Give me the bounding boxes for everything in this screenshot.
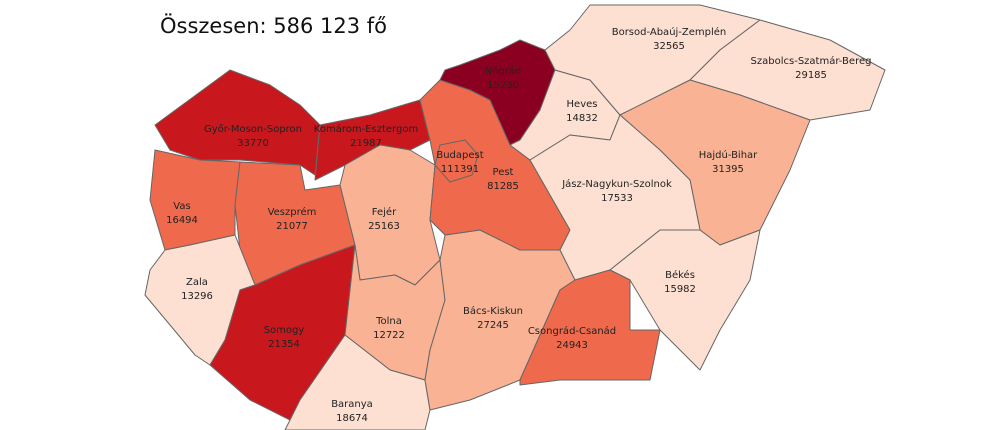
county-name: Győr-Moson-Sopron bbox=[204, 123, 302, 135]
county-value: 17533 bbox=[601, 193, 633, 204]
county-name: Fejér bbox=[372, 206, 397, 218]
county-name: Szabolcs-Szatmár-Bereg bbox=[751, 55, 872, 67]
county-name: Tolna bbox=[375, 316, 402, 327]
county-value: 15230 bbox=[487, 80, 519, 91]
county bbox=[149, 149, 241, 251]
county-name: Nógrád bbox=[485, 65, 522, 77]
county bbox=[284, 334, 431, 430]
county bbox=[609, 229, 761, 371]
county-value: 14832 bbox=[566, 113, 598, 124]
county-value: 16494 bbox=[166, 215, 198, 226]
county-value: 13296 bbox=[181, 291, 213, 302]
county-name: Heves bbox=[567, 99, 598, 110]
county-value: 15982 bbox=[664, 284, 696, 295]
labels: Győr-Moson-Sopron 33770 Komárom-Esztergom 2… bbox=[166, 26, 871, 424]
county-value: 24943 bbox=[556, 340, 588, 351]
county-name: Zala bbox=[186, 277, 208, 288]
county-value: 33770 bbox=[237, 138, 269, 149]
county-value: 21077 bbox=[276, 221, 308, 232]
county-value: 21354 bbox=[268, 339, 300, 350]
county-name: Somogy bbox=[264, 325, 305, 336]
total-text: Összesen: 586 123 fő bbox=[160, 13, 387, 38]
county-value: 31395 bbox=[712, 164, 744, 175]
county-name: Budapest bbox=[436, 150, 483, 161]
county-value: 21987 bbox=[350, 138, 382, 149]
county-value: 111391 bbox=[441, 164, 479, 175]
county-name: Pest bbox=[493, 167, 514, 178]
county-name: Jász-Nagykun-Szolnok bbox=[561, 178, 672, 190]
county-name: Komárom-Esztergom bbox=[314, 123, 418, 135]
county-name: Baranya bbox=[331, 399, 373, 410]
county-name: Veszprém bbox=[268, 206, 317, 218]
county-value: 12722 bbox=[373, 330, 405, 341]
county-value: 81285 bbox=[487, 181, 519, 192]
county-name: Bács-Kiskun bbox=[463, 305, 523, 317]
county-value: 18674 bbox=[336, 413, 368, 424]
county-value: 32565 bbox=[653, 41, 685, 52]
county-value: 29185 bbox=[795, 70, 827, 81]
county-name: Borsod-Abaúj-Zemplén bbox=[612, 26, 727, 38]
county-name: Békés bbox=[665, 269, 695, 281]
regions bbox=[144, 4, 886, 430]
county bbox=[434, 139, 479, 183]
county-name: Hajdú-Bihar bbox=[699, 149, 758, 161]
county-value: 27245 bbox=[477, 320, 509, 331]
county-name: Vas bbox=[173, 201, 190, 212]
county bbox=[519, 269, 661, 386]
county-name: Csongrád-Csanád bbox=[528, 325, 616, 337]
county-value: 25163 bbox=[368, 221, 400, 232]
